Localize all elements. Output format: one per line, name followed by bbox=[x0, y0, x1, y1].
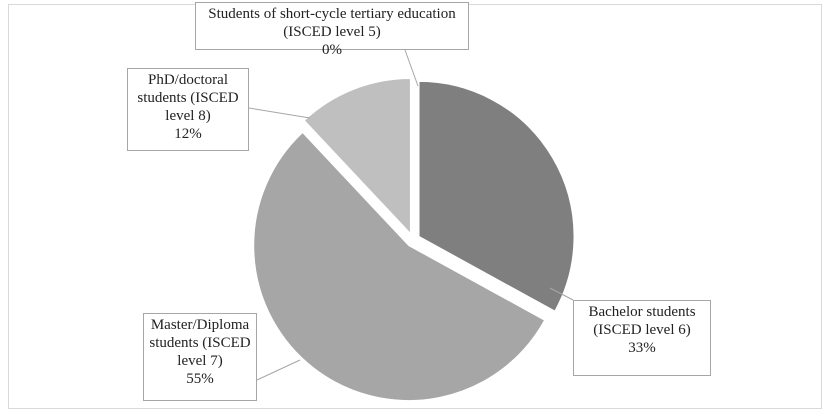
leader-line bbox=[404, 49, 419, 87]
label-category: Students of short-cycle tertiary educati… bbox=[208, 6, 456, 40]
label-value: 12% bbox=[174, 126, 202, 142]
leader-line bbox=[549, 287, 574, 301]
pie-slice bbox=[303, 77, 411, 235]
label-value: 33% bbox=[628, 340, 656, 356]
data-label: PhD/doctoral students (ISCED level 8) 12% bbox=[127, 68, 249, 151]
label-value: 0% bbox=[322, 42, 342, 58]
label-value: 55% bbox=[186, 371, 214, 387]
data-label: Bachelor students (ISCED level 6) 33% bbox=[573, 300, 711, 376]
label-category: Bachelor students (ISCED level 6) bbox=[588, 304, 696, 338]
leader-line bbox=[248, 107, 311, 119]
pie-slice bbox=[418, 80, 575, 312]
leader-line bbox=[256, 359, 301, 381]
data-label: Students of short-cycle tertiary educati… bbox=[195, 2, 469, 58]
label-category: PhD/doctoral students (ISCED level 8) bbox=[137, 72, 239, 124]
data-label: Master/Diploma students (ISCED level 7) 5… bbox=[143, 313, 257, 401]
label-category: Master/Diploma students (ISCED level 7) bbox=[149, 317, 251, 369]
pie-slice bbox=[253, 131, 546, 402]
